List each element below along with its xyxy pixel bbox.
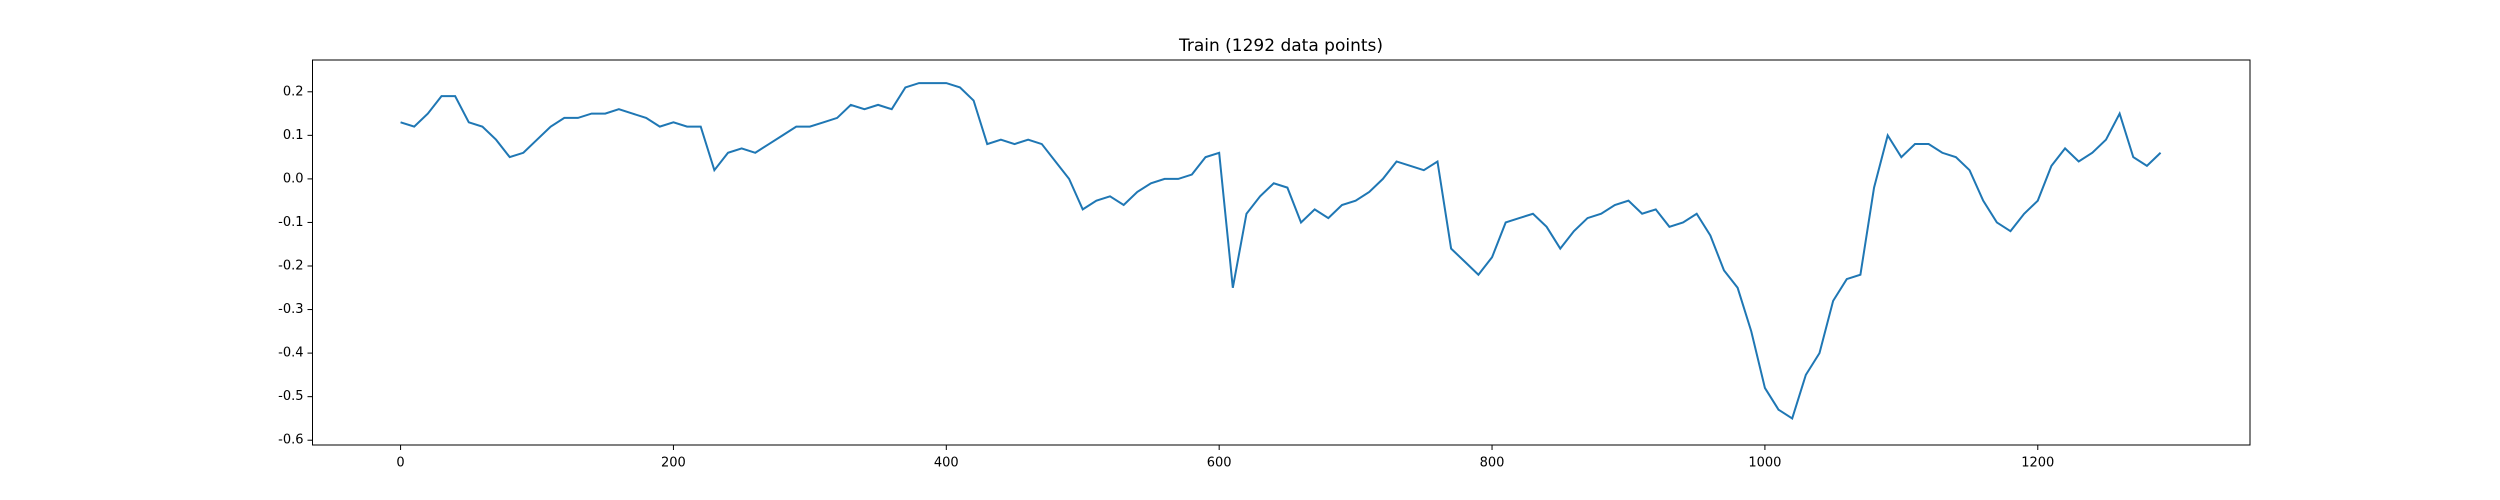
x-tick-label: 800 <box>1480 456 1505 471</box>
y-tick-label: 0.0 <box>283 171 304 186</box>
y-tick-label: -0.5 <box>278 389 303 404</box>
y-tick-label: 0.1 <box>283 128 304 143</box>
x-tick-label: 0 <box>396 456 404 471</box>
x-tick-label: 1200 <box>2021 456 2054 471</box>
chart-title: Train (1292 data points) <box>1178 36 1383 56</box>
y-tick-label: -0.6 <box>278 433 303 448</box>
y-tick-label: 0.2 <box>283 84 304 99</box>
x-tick-label: 1000 <box>1748 456 1781 471</box>
x-tick-label: 200 <box>661 456 686 471</box>
y-tick-label: -0.4 <box>278 346 303 361</box>
y-tick-label: -0.3 <box>278 302 303 317</box>
x-tick-label: 400 <box>934 456 959 471</box>
plot-frame <box>312 59 2251 446</box>
y-tick-label: -0.1 <box>278 215 303 230</box>
x-tick-label: 600 <box>1207 456 1232 471</box>
data-line <box>400 82 2162 420</box>
y-tick-label: -0.2 <box>278 259 303 274</box>
